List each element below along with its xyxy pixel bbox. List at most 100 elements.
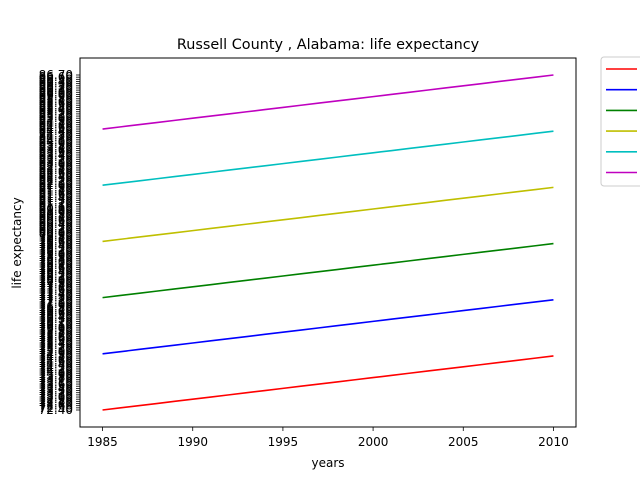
y-tick-label: 78.10 <box>39 254 73 268</box>
y-tick-label: 77.80 <box>39 278 73 292</box>
y-tick-label: 83.80 <box>39 139 73 153</box>
y-tick-label: 73.70 <box>39 373 73 387</box>
y-tick-label: 80.30 <box>39 219 73 233</box>
y-tick-label: 79.80 <box>39 230 73 244</box>
y-tick-label: 81.50 <box>39 189 73 203</box>
y-tick-label: 79.30 <box>39 241 73 255</box>
y-tick-label: 80.90 <box>39 206 73 220</box>
y-tick-label: 73.10 <box>39 375 73 389</box>
y-tick-label: 83.00 <box>39 157 73 171</box>
y-tick-label: 77.00 <box>39 297 73 311</box>
y-tick-label: 82.90 <box>39 159 73 173</box>
y-tick-label: 86.00 <box>39 85 73 99</box>
y-tick-label: 78.00 <box>39 273 73 287</box>
y-tick-label: 83.20 <box>39 152 73 166</box>
y-tick-label: 77.30 <box>39 288 73 302</box>
y-tick-label: 75.60 <box>39 330 73 344</box>
y-tick-label: 73.10 <box>39 388 73 402</box>
y-tick-label: 81.90 <box>39 180 73 194</box>
series-line-3 <box>102 242 554 299</box>
x-tick-label: 2010 <box>538 435 569 449</box>
y-tick-label: 86.60 <box>39 70 73 84</box>
y-tick-label: 82.70 <box>39 163 73 177</box>
y-tick-label: 86.40 <box>39 74 73 88</box>
y-tick-label: 74.20 <box>39 362 73 376</box>
y-tick-label: 76.10 <box>39 319 73 333</box>
y-tick-label: 74.70 <box>39 351 73 365</box>
y-tick-label: 77.20 <box>39 293 73 307</box>
series-line-1 <box>102 355 554 411</box>
x-tick-label: 2000 <box>358 435 389 449</box>
y-tick-label: 82.40 <box>39 170 73 184</box>
y-tick-label: 76.60 <box>39 306 73 320</box>
y-tick-label: 82.60 <box>39 165 73 179</box>
y-tick-label: 78.90 <box>39 250 73 264</box>
y-tick-label: 81.00 <box>39 204 73 218</box>
y-tick-label: 84.40 <box>39 124 73 138</box>
y-tick-label: 82.10 <box>39 176 73 190</box>
y-tick-label: 76.80 <box>39 301 73 315</box>
y-tick-label: 80.50 <box>39 215 73 229</box>
y-tick-label: 84.10 <box>39 133 73 147</box>
y-tick-label: 83.60 <box>39 144 73 158</box>
series-line-4 <box>102 186 554 243</box>
y-tick-label: 85.10 <box>39 109 73 123</box>
y-axis: 72.4072.5072.6072.7072.8072.9073.0073.10… <box>39 68 80 417</box>
y-tick-label: 83.10 <box>39 154 73 168</box>
y-tick-label: 85.90 <box>39 90 73 104</box>
y-tick-label: 79.90 <box>39 228 73 242</box>
series-line-5 <box>102 130 554 187</box>
y-tick-label: 81.40 <box>39 191 73 205</box>
y-tick-label: 86.20 <box>39 81 73 95</box>
y-tick-label: 72.60 <box>39 399 73 413</box>
y-tick-label: 84.30 <box>39 129 73 143</box>
y-tick-label: 75.70 <box>39 327 73 341</box>
y-tick-label: 85.20 <box>39 107 73 121</box>
y-tick-label: 86.10 <box>39 83 73 97</box>
y-tick-label: 77.60 <box>39 282 73 296</box>
y-tick-label: 86.70 <box>39 68 73 82</box>
plot-lines <box>102 74 554 411</box>
y-tick-label: 81.20 <box>39 196 73 210</box>
y-tick-label: 83.50 <box>39 146 73 160</box>
x-tick-label: 1985 <box>87 435 118 449</box>
y-tick-label: 74.10 <box>39 364 73 378</box>
y-tick-label: 86.30 <box>39 77 73 91</box>
y-tick-label: 86.00 <box>39 87 73 101</box>
y-tick-label: 73.90 <box>39 368 73 382</box>
y-tick-label: 78.10 <box>39 271 73 285</box>
x-tick-label: 2005 <box>448 435 479 449</box>
y-tick-label: 84.60 <box>39 120 73 134</box>
y-tick-label: 82.20 <box>39 174 73 188</box>
y-tick-label: 77.40 <box>39 286 73 300</box>
legend <box>600 56 640 187</box>
y-tick-label: 75.50 <box>39 334 73 348</box>
y-tick-label: 80.70 <box>39 211 73 225</box>
x-axis: 1985 1990 1995 2000 2005 2010 <box>87 427 569 449</box>
x-axis-label: years <box>311 456 344 470</box>
y-tick-label: 85.50 <box>39 98 73 112</box>
y-tick-label: 75.40 <box>39 336 73 350</box>
y-tick-label: 83.30 <box>39 150 73 164</box>
y-tick-label: 80.60 <box>39 213 73 227</box>
y-tick-label: 83.90 <box>39 137 73 151</box>
y-tick-label: 84.80 <box>39 116 73 130</box>
y-tick-label: 73.80 <box>39 371 73 385</box>
y-tick-label: 80.40 <box>39 217 73 231</box>
x-tick-label: 1995 <box>268 435 299 449</box>
y-tick-label: 78.80 <box>39 252 73 266</box>
y-tick-label: 75.60 <box>39 332 73 346</box>
y-tick-label: 82.00 <box>39 178 73 192</box>
y-tick-label: 76.00 <box>39 321 73 335</box>
y-tick-label: 78.30 <box>39 267 73 281</box>
y-tick-label: 82.30 <box>39 172 73 186</box>
series-line-2 <box>102 298 554 355</box>
y-tick-label: 80.00 <box>39 226 73 240</box>
y-tick-label: 74.90 <box>39 347 73 361</box>
y-tick-label: 79.10 <box>39 245 73 259</box>
y-tick-label: 77.30 <box>39 291 73 305</box>
y-tick-label: 74.50 <box>39 355 73 369</box>
series-line-6 <box>102 74 554 130</box>
y-tick-label: 77.10 <box>39 295 73 309</box>
